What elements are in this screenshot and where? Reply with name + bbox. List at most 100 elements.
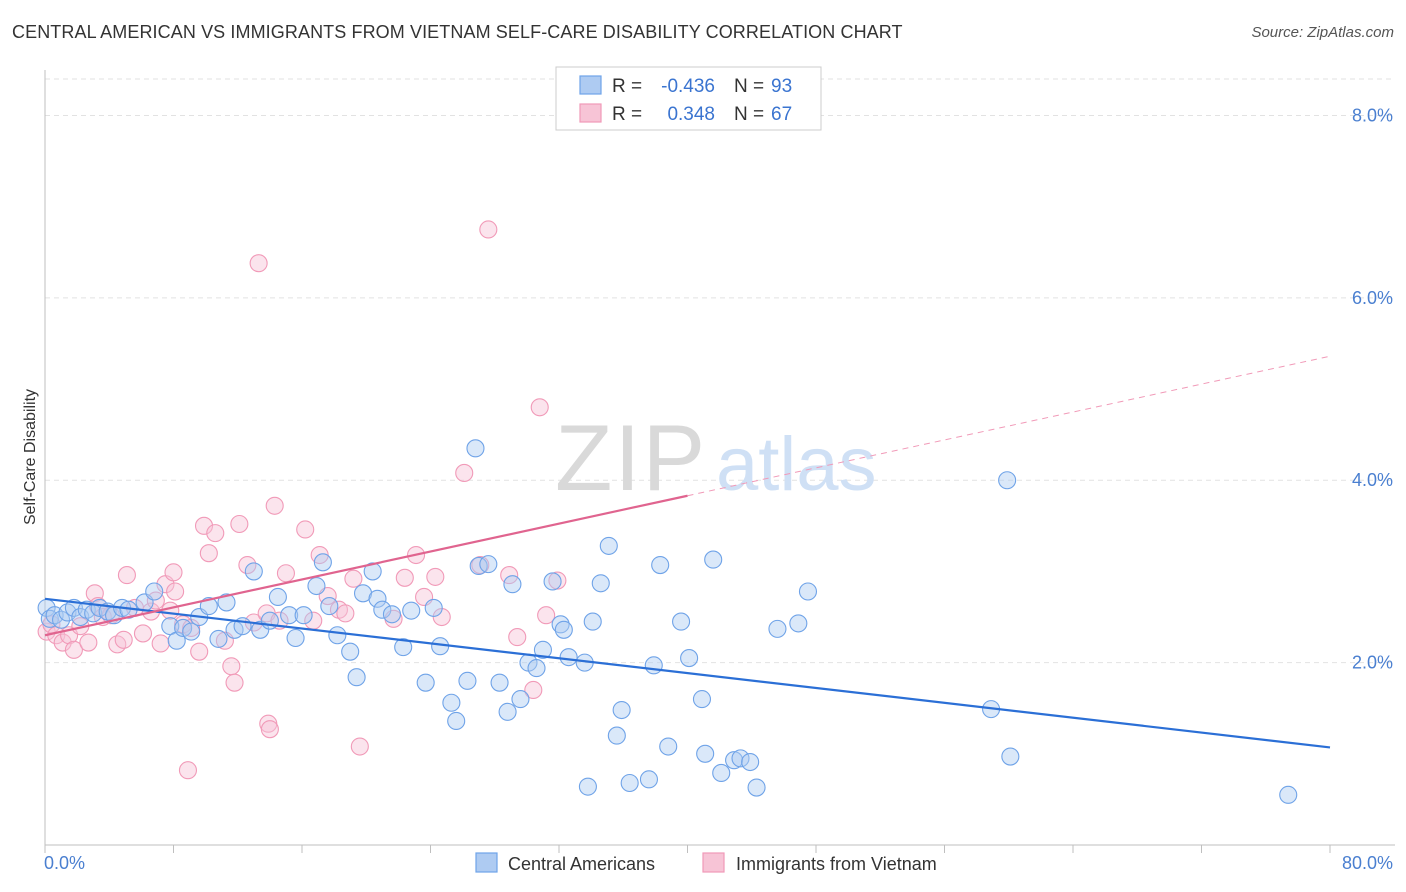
series-legend: Central Americans Immigrants from Vietna… (475, 852, 937, 874)
data-point-central-american (442, 693, 461, 712)
source-label: Source: ZipAtlas.com (1251, 24, 1394, 41)
trend-line-central-americans (44, 597, 1331, 749)
data-point-central-american (692, 690, 712, 709)
data-point-vietnam (190, 642, 209, 661)
legend-n-label-blue: N = (734, 76, 764, 97)
data-point-central-american (1279, 785, 1298, 804)
watermark-atlas: atlas (716, 422, 877, 507)
data-point-central-american (447, 711, 466, 731)
data-point-central-american (704, 550, 723, 569)
data-point-central-american (260, 611, 279, 630)
data-point-central-american (768, 619, 787, 638)
data-point-central-american (394, 638, 413, 657)
trend-lines (44, 355, 1331, 749)
data-point-central-american (217, 593, 236, 612)
data-point-central-american (583, 612, 602, 631)
x-tick-label-min: 0.0% (44, 853, 85, 873)
data-point-central-american (199, 597, 218, 616)
data-point-vietnam (426, 567, 445, 586)
data-point-vietnam (133, 624, 153, 643)
data-point-central-american (591, 574, 610, 593)
data-point-central-american (320, 597, 339, 616)
x-axis-ticks (44, 845, 1331, 853)
data-point-central-american (244, 562, 263, 581)
legend-swatch-blue (579, 75, 602, 95)
bottom-legend-swatch-pink (702, 852, 725, 873)
data-point-central-american (599, 536, 618, 555)
data-point-central-american (347, 668, 366, 687)
data-point-central-american (479, 555, 498, 574)
data-point-vietnam (146, 591, 165, 610)
data-point-vietnam (508, 628, 527, 647)
data-point-vietnam (479, 220, 498, 239)
data-point-vietnam (161, 601, 180, 620)
data-point-central-american (644, 656, 663, 675)
data-point-central-american (741, 752, 760, 772)
data-point-vietnam (108, 635, 127, 654)
legend-r-value-blue: -0.436 (661, 76, 715, 97)
data-point-vietnam (117, 566, 136, 585)
data-point-vietnam (395, 568, 414, 587)
data-point-central-american (490, 673, 509, 692)
y-tick-label: 2.0% (1352, 653, 1393, 673)
data-point-central-american (559, 648, 578, 667)
data-point-central-american (368, 589, 387, 608)
data-point-central-american (554, 620, 573, 639)
data-point-central-american (373, 600, 392, 619)
data-point-vietnam (222, 657, 241, 676)
data-point-vietnam (249, 254, 268, 273)
data-point-central-american (672, 612, 691, 631)
data-point-central-american (328, 626, 347, 645)
data-point-central-american (313, 553, 332, 572)
data-point-central-american (416, 673, 435, 692)
data-point-vietnam (199, 544, 218, 563)
bottom-legend-swatch-blue (475, 852, 498, 873)
data-point-central-american (402, 601, 421, 620)
data-point-vietnam (336, 604, 355, 623)
bottom-legend-label-central-americans: Central Americans (508, 854, 655, 874)
data-point-central-american (712, 763, 731, 783)
legend-n-value-pink: 67 (771, 104, 792, 125)
data-point-central-american (182, 622, 201, 641)
data-point-vietnam (166, 582, 185, 601)
y-axis-label: Self-Care Disability (22, 389, 39, 525)
data-point-vietnam (79, 633, 98, 652)
data-point-central-american (382, 605, 402, 624)
data-point-central-american (209, 629, 228, 648)
data-point-central-american (696, 744, 715, 763)
data-point-central-american (294, 606, 313, 625)
data-point-vietnam (178, 761, 198, 780)
data-point-central-american (424, 598, 443, 617)
data-point-central-american (1001, 747, 1020, 766)
data-point-central-american (998, 471, 1017, 490)
data-point-central-american (52, 610, 71, 629)
y-tick-labels: 2.0% 4.0% 6.0% 8.0% (1352, 105, 1393, 672)
legend-r-value-pink: 0.348 (667, 104, 715, 125)
legend-n-label-pink: N = (734, 104, 764, 125)
data-point-vietnam (230, 514, 249, 534)
legend-r-label-pink: R = (612, 104, 642, 125)
data-point-central-american (498, 702, 517, 721)
data-point-central-american (612, 700, 631, 720)
data-point-central-american (307, 576, 326, 596)
data-point-vietnam (265, 496, 284, 515)
data-point-vietnam (524, 680, 543, 700)
data-point-central-american (466, 439, 485, 458)
data-point-central-american (533, 640, 552, 659)
data-point-central-american (363, 562, 382, 581)
data-point-vietnam (151, 634, 170, 653)
legend-r-label-blue: R = (612, 76, 642, 97)
watermark-zip: ZIP (555, 405, 707, 510)
data-point-central-american (747, 778, 766, 797)
data-point-central-american (145, 582, 164, 601)
data-point-vietnam (194, 516, 214, 535)
data-point-central-american (651, 555, 670, 575)
data-point-central-american (798, 582, 818, 601)
data-point-vietnam (530, 398, 549, 417)
data-point-vietnam (260, 720, 279, 739)
bottom-legend-label-vietnam: Immigrants from Vietnam (736, 854, 937, 874)
data-point-central-american (527, 659, 546, 678)
stats-legend: R = -0.436 N = 93 R = 0.348 N = 67 (555, 66, 822, 131)
data-point-central-american (458, 671, 477, 690)
